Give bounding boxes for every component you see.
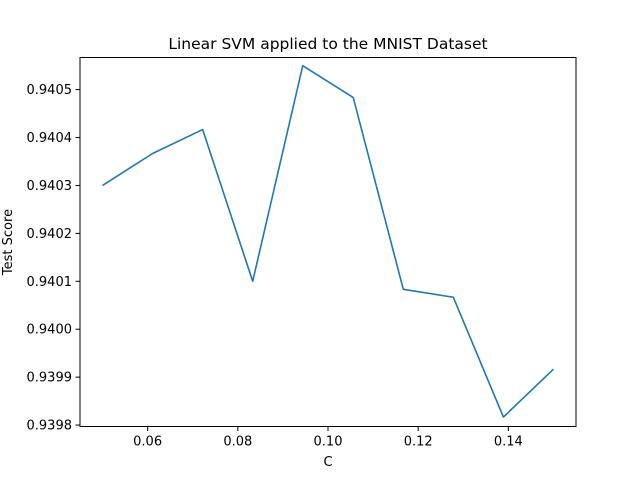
y-tick-label: 0.9399 — [27, 371, 73, 386]
y-tick-label: 0.9404 — [27, 131, 73, 146]
x-tick-label: 0.12 — [404, 435, 433, 450]
y-axis-ticks: 0.9398 0.9399 0.9400 0.9401 0.9402 0.9403 0.94… — [27, 83, 80, 434]
y-tick-label: 0.9403 — [27, 179, 73, 194]
y-tick-label: 0.9405 — [27, 83, 73, 98]
y-axis-label: Test Score — [1, 209, 16, 276]
series-line — [102, 64, 555, 418]
x-tick-label: 0.08 — [223, 435, 252, 450]
x-tick-label: 0.06 — [133, 435, 162, 450]
x-tick-label: 0.10 — [314, 435, 343, 450]
y-tick-label: 0.9402 — [27, 227, 73, 242]
x-axis-ticks: 0.06 0.08 0.10 0.12 0.14 — [133, 426, 523, 450]
x-axis-label: C — [323, 455, 332, 470]
chart-title: Linear SVM applied to the MNIST Dataset — [168, 35, 487, 53]
y-tick-label: 0.9400 — [27, 323, 73, 338]
y-tick-label: 0.9398 — [27, 419, 73, 434]
y-tick-label: 0.9401 — [27, 275, 73, 290]
x-tick-label: 0.14 — [494, 435, 523, 450]
